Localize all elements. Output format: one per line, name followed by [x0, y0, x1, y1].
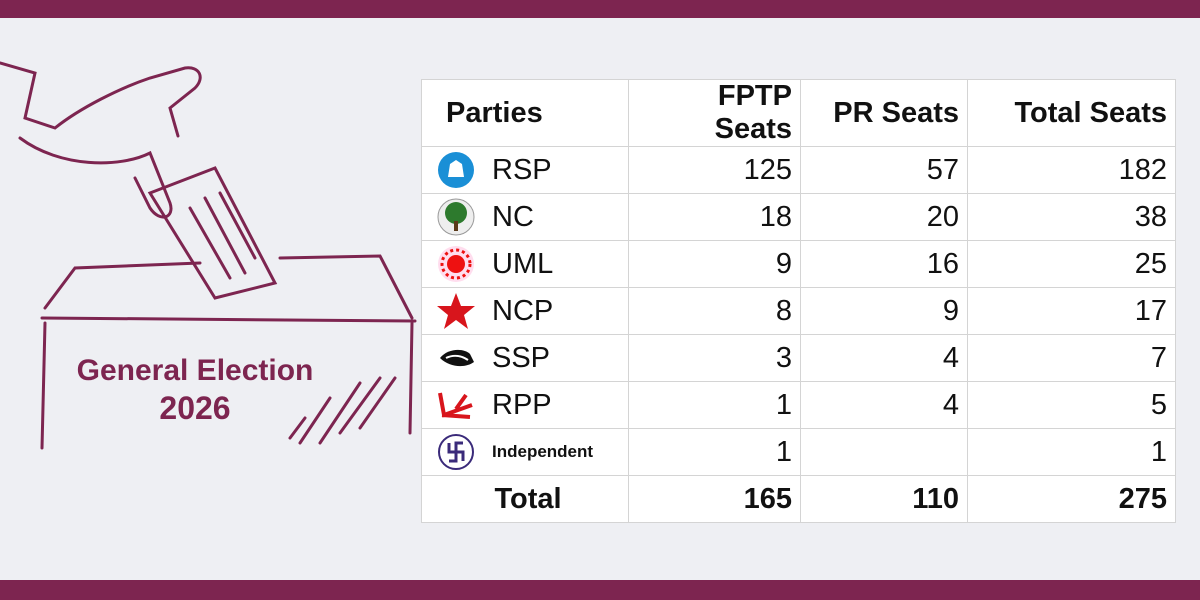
seat-cell: 17: [967, 287, 1176, 335]
top-bar: [0, 0, 1200, 18]
party-wrap: UML: [436, 244, 620, 284]
seat-cell: [800, 428, 968, 476]
party-cell: SSP: [421, 334, 629, 382]
bottom-bar: [0, 580, 1200, 600]
seat-cell: 9: [628, 240, 801, 288]
party-name: Independent: [492, 442, 594, 461]
party-cell: Total: [421, 475, 629, 523]
party-wrap: RSP: [436, 150, 620, 190]
seat-cell: 38: [967, 193, 1176, 241]
seat-cell: 1: [967, 428, 1176, 476]
party-symbol: [438, 152, 474, 188]
seat-cell: 110: [800, 475, 968, 523]
seat-cell: 1: [628, 428, 801, 476]
seat-cell: 8: [628, 287, 801, 335]
party-wrap: Independent: [436, 432, 620, 472]
party-wrap: SSP: [436, 338, 620, 378]
seat-cell: 9: [800, 287, 968, 335]
seat-cell: 4: [800, 334, 968, 382]
column-header: Parties: [421, 79, 629, 147]
banner-year: 2026: [159, 390, 231, 426]
seat-cell: 20: [800, 193, 968, 241]
party-cell: Independent: [421, 428, 629, 476]
party-name: RSP: [492, 153, 552, 186]
party-cell: RPP: [421, 381, 629, 429]
total-row: Total 165 110 275: [421, 475, 1176, 523]
party-cell: RSP: [421, 146, 629, 194]
party-row: UML 9 16 25: [421, 240, 1176, 288]
party-row: NCP 8 9 17: [421, 287, 1176, 335]
party-name: NCP: [492, 294, 554, 327]
party-symbol: [438, 392, 473, 419]
party-wrap: NC: [436, 197, 620, 237]
party-name: RPP: [492, 388, 552, 421]
party-row: NC 18 20 38: [421, 193, 1176, 241]
party-wrap: RPP: [436, 385, 620, 425]
column-header: FPTP Seats: [628, 79, 801, 147]
seat-cell: 182: [967, 146, 1176, 194]
seat-cell: 4: [800, 381, 968, 429]
seat-cell: 275: [967, 475, 1176, 523]
party-row: RPP 1 4 5: [421, 381, 1176, 429]
party-cell: UML: [421, 240, 629, 288]
column-header: PR Seats: [800, 79, 968, 147]
seat-table: Parties FPTP Seats PR Seats Total Seats RSP…: [421, 79, 1176, 523]
party-row: RSP 125 57 182: [421, 146, 1176, 194]
party-symbol: [438, 246, 474, 282]
party-symbol: [437, 293, 475, 329]
seat-cell: 165: [628, 475, 801, 523]
party-name: UML: [492, 247, 554, 280]
party-name: SSP: [492, 341, 551, 374]
party-cell: NC: [421, 193, 629, 241]
seat-cell: 16: [800, 240, 968, 288]
seat-cell: 3: [628, 334, 801, 382]
seat-cell: 1: [628, 381, 801, 429]
seat-cell: 57: [800, 146, 968, 194]
header-row: Parties FPTP Seats PR Seats Total Seats: [421, 79, 1176, 147]
seat-cell: 5: [967, 381, 1176, 429]
banner-title: General Election: [76, 354, 314, 387]
seat-cell: 18: [628, 193, 801, 241]
party-cell: NCP: [421, 287, 629, 335]
party-name: NC: [492, 200, 534, 233]
party-row: SSP 3 4 7: [421, 334, 1176, 382]
party-wrap: NCP: [436, 291, 620, 331]
party-symbol: [440, 349, 474, 367]
ballot-illustration: [0, 61, 417, 450]
party-symbol: [438, 434, 474, 470]
column-header: Total Seats: [967, 79, 1176, 147]
seat-cell: 25: [967, 240, 1176, 288]
party-row: Independent 1 1: [421, 428, 1176, 476]
seat-cell: 7: [967, 334, 1176, 382]
party-symbol: [437, 198, 475, 236]
seat-cell: 125: [628, 146, 801, 194]
